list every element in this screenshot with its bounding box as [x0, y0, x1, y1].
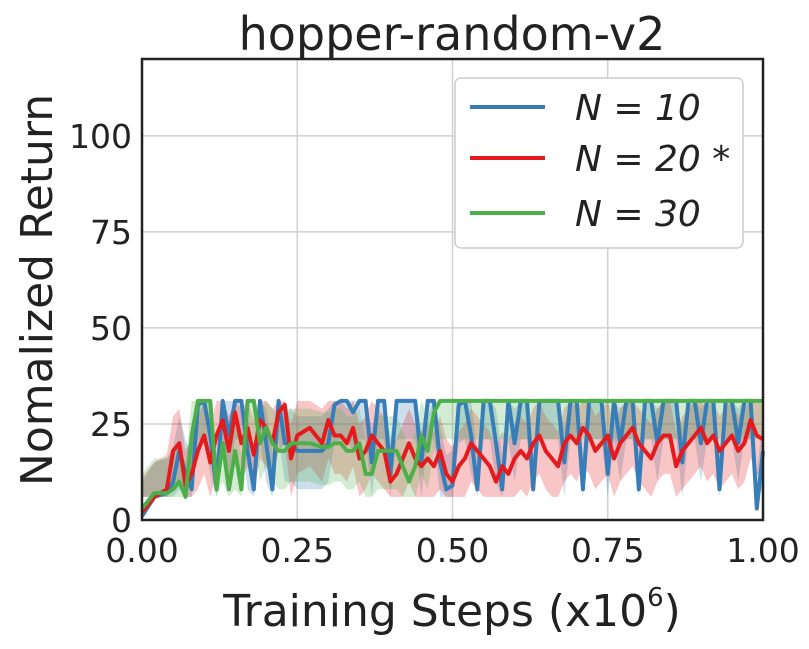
y-tick-labels: 0 25 50 75 100 [69, 117, 132, 540]
line-n30 [140, 398, 763, 510]
line-n20 [140, 402, 765, 514]
x-tick-labels: 0.00 0.25 0.50 0.75 1.00 [105, 531, 799, 570]
y-tick-label: 50 [90, 309, 132, 348]
x-axis-label-exponent: 6 [647, 583, 664, 613]
x-tick-label: 0.00 [105, 531, 178, 570]
x-tick-label: 0.75 [571, 531, 644, 570]
x-axis-label-main: Training Steps (x10 [222, 586, 647, 637]
band-n30 [142, 400, 763, 497]
legend: N = 10 N = 20 * N = 30 [454, 77, 744, 249]
y-tick-label: 0 [111, 501, 132, 540]
x-axis-label: Training Steps (x106) [222, 583, 681, 637]
y-tick-label: 25 [90, 405, 132, 444]
x-axis-label-close: ) [664, 586, 681, 637]
series-lines [140, 398, 765, 518]
legend-label-n10: N = 10 [575, 88, 701, 129]
y-tick-label: 100 [69, 117, 132, 156]
y-axis-label: Nomalized Return [12, 94, 63, 486]
plot-frame [140, 57, 765, 522]
legend-label-n20: N = 20 * [575, 139, 730, 180]
x-tick-label: 1.00 [726, 531, 799, 570]
x-tick-label: 0.25 [261, 531, 334, 570]
x-tick-label: 0.50 [416, 531, 489, 570]
legend-label-n30: N = 30 [575, 194, 701, 235]
legend-box [454, 77, 744, 249]
y-tick-label: 75 [90, 213, 132, 252]
chart-title: hopper-random-v2 [239, 7, 666, 61]
